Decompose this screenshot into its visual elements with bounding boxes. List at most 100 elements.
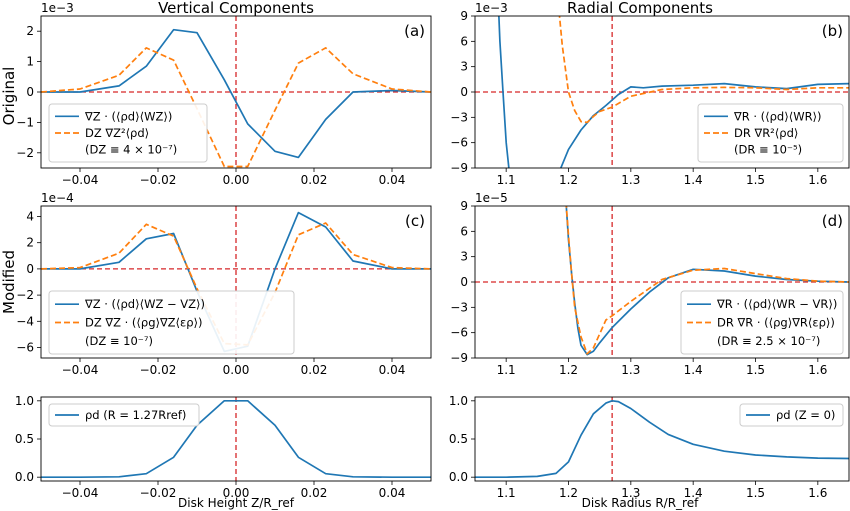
legend-entry: (DR ≡ 10⁻⁵): [734, 143, 802, 157]
xtick-label: 1.5: [746, 363, 765, 377]
xtick-label: −0.04: [62, 486, 99, 500]
legend-box: [697, 103, 844, 163]
xtick-label: 0.00: [223, 486, 250, 500]
xtick-label: 1.3: [621, 486, 640, 500]
xtick-label: 0.00: [223, 363, 250, 377]
series-line-orange: [558, 16, 849, 124]
axes-frame: [40, 205, 432, 359]
xlabel-disk-height: Disk Height Z/R_ref: [178, 496, 295, 510]
row-label-modified: Modified: [0, 250, 18, 314]
title-radial: Radial Components: [567, 0, 713, 17]
legend: ∇R · (⟨ρd⟩⟨WR⟩) DR ∇R²⟨ρd⟩ (DR ≡ 10⁻⁵): [697, 103, 844, 163]
ytick-label: 1: [26, 55, 34, 69]
ytick-label: 0: [26, 262, 34, 276]
legend-entry: ∇R · (⟨ρd⟩⟨WR − VR⟩): [716, 297, 837, 311]
legend-entry: DR ∇R²⟨ρd⟩: [734, 126, 798, 140]
panel-letter: (c): [405, 212, 425, 230]
xtick-label: 1.3: [621, 363, 640, 377]
xtick-label: −0.02: [140, 486, 177, 500]
xtick-label: −0.02: [140, 363, 177, 377]
xtick-label: 0.00: [223, 173, 250, 187]
axis-multiplier: 1e−3: [475, 1, 508, 15]
legend: ∇Z · (⟨ρd⟩⟨WZ − VZ⟩) DZ ∇Z · (⟨ρg⟩∇Z⟨ερ⟩)…: [48, 290, 295, 355]
ytick-label: −6: [450, 326, 468, 340]
series-line-blue: [41, 399, 431, 479]
xtick-label: 1.6: [808, 173, 827, 187]
xtick-label: 1.4: [684, 173, 703, 187]
series-line-blue: [475, 399, 849, 479]
ytick-label: 9: [460, 9, 468, 23]
panel-f: 1.1 1.2 1.3 1.4 1.5 1.6 0.0 0.5 1.0 ρd (Z = 0): [449, 394, 850, 500]
ytick-label: −6: [16, 341, 34, 355]
legend-entry: (DR ≡ 2.5 × 10⁻⁷): [717, 334, 820, 348]
xtick-label: 1.4: [684, 486, 703, 500]
panel-letter: (b): [822, 22, 843, 40]
panel-d: 1.1 1.2 1.3 1.4 1.5 1.6 −9 −6 −3 0 3 6 9 1e−5 (d) ∇R · …: [450, 191, 850, 377]
series-line-orange: [41, 47, 431, 168]
ytick-label: −1: [16, 115, 34, 129]
xtick-label: 1.5: [746, 173, 765, 187]
legend-entry: ρd (Z = 0): [776, 408, 835, 422]
legend: ∇Z · (⟨ρd⟩⟨WZ⟩) DZ ∇Z²⟨ρd⟩ (DZ ≡ 4 × 10⁻⁷): [48, 103, 208, 163]
legend-box: [680, 290, 844, 355]
ytick-label: −3: [450, 300, 468, 314]
panel-b: 1.1 1.2 1.3 1.4 1.5 1.6 −9 −6 −3 0 3 6 9 1e−3 (b) ∇R · …: [450, 1, 850, 187]
ytick-label: −3: [450, 110, 468, 124]
xtick-label: −0.02: [140, 173, 177, 187]
legend-entry: ρd (R = 1.27Rref): [85, 408, 186, 422]
xtick-label: 1.6: [808, 363, 827, 377]
xtick-label: 0.02: [301, 363, 328, 377]
axes-frame: [40, 396, 432, 482]
ytick-label: −2: [16, 288, 34, 302]
ytick-label: 2: [26, 236, 34, 250]
axis-multiplier: 1e−5: [475, 191, 508, 205]
axes-frame: [474, 396, 850, 482]
ytick-label: 3: [460, 60, 468, 74]
xtick-label: 0.04: [379, 486, 406, 500]
axes-frame: [40, 15, 432, 169]
ytick-label: −6: [450, 136, 468, 150]
ytick-label: −2: [16, 146, 34, 160]
ytick-label: 0: [26, 85, 34, 99]
legend-box: [48, 403, 200, 427]
xtick-label: 0.02: [301, 486, 328, 500]
panel-c: −0.04 −0.02 0.00 0.02 0.04 −6 −4 −2 0 2 4 1e−4 (c) ∇Z…: [16, 191, 432, 377]
series-line-blue: [498, 16, 510, 168]
xtick-label: 0.02: [301, 173, 328, 187]
axes-frame: [474, 205, 850, 359]
panel-a: −0.04 −0.02 0.00 0.02 0.04 −2 −1 0 1 2 1e−3 (a) ∇Z ·…: [16, 1, 432, 187]
axis-multiplier: 1e−4: [41, 191, 74, 205]
ytick-label: 1.0: [449, 394, 468, 408]
ytick-label: 0: [460, 275, 468, 289]
ytick-label: −4: [16, 314, 34, 328]
panel-letter: (a): [404, 22, 425, 40]
legend-entry: ∇Z · (⟨ρd⟩⟨WZ⟩): [84, 109, 172, 123]
ytick-label: 4: [26, 209, 34, 223]
legend-entry: ∇Z · (⟨ρd⟩⟨WZ − VZ⟩): [84, 297, 205, 311]
legend-entry: DZ ∇Z · (⟨ρg⟩∇Z⟨ερ⟩): [85, 316, 203, 330]
xtick-label: 1.2: [559, 363, 578, 377]
ytick-label: 3: [460, 250, 468, 264]
xtick-label: 1.2: [559, 486, 578, 500]
ytick-label: 0.0: [449, 470, 468, 484]
ytick-label: 9: [460, 199, 468, 213]
ytick-label: 6: [460, 224, 468, 238]
legend: ∇R · (⟨ρd⟩⟨WR − VR⟩) DR ∇R · (⟨ρg⟩∇R⟨ερ⟩)…: [680, 290, 844, 355]
xtick-label: 1.5: [746, 486, 765, 500]
legend: ρd (Z = 0): [739, 403, 844, 427]
legend-entry: (DZ ≡ 10⁻⁷): [85, 334, 153, 348]
series-line-blue: [559, 82, 849, 168]
legend-box: [739, 403, 844, 427]
xtick-label: 1.1: [497, 173, 516, 187]
ytick-label: 1.0: [15, 394, 34, 408]
legend-entry: ∇R · (⟨ρd⟩⟨WR⟩): [733, 109, 822, 123]
legend-entry: DZ ∇Z²⟨ρd⟩: [85, 126, 149, 140]
legend-box: [48, 103, 208, 163]
xlabel-disk-radius: Disk Radius R/R_ref: [582, 496, 699, 510]
ytick-label: −9: [450, 161, 468, 175]
ytick-label: 2: [26, 24, 34, 38]
series-line-blue: [41, 28, 431, 159]
xtick-label: −0.04: [62, 173, 99, 187]
ytick-label: −9: [450, 351, 468, 365]
